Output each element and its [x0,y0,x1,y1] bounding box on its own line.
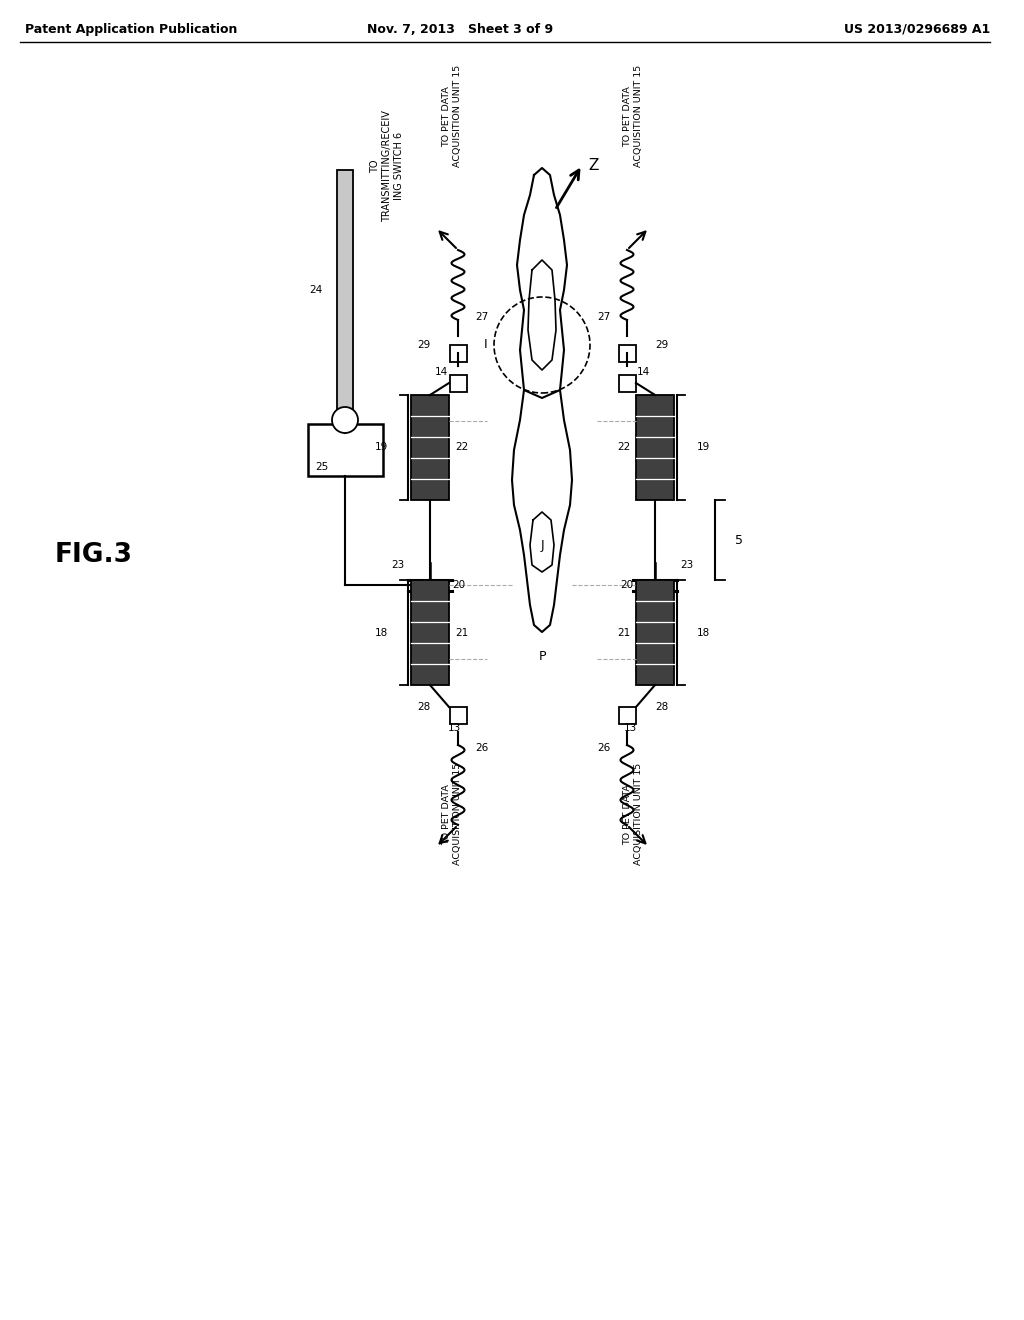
Text: 23: 23 [680,560,693,570]
Text: 24: 24 [309,285,323,294]
Text: US 2013/0296689 A1: US 2013/0296689 A1 [844,22,990,36]
Text: 27: 27 [475,312,488,322]
Text: Nov. 7, 2013   Sheet 3 of 9: Nov. 7, 2013 Sheet 3 of 9 [367,22,553,36]
Text: 21: 21 [616,627,630,638]
Text: TO PET DATA
ACQUISITION UNIT 15: TO PET DATA ACQUISITION UNIT 15 [442,65,462,168]
Bar [411,579,449,685]
Bar [618,345,636,362]
Text: Z: Z [588,157,598,173]
Text: J: J [541,539,544,552]
Bar [618,375,636,392]
Text: 27: 27 [597,312,610,322]
Text: 28: 28 [417,702,430,711]
Text: 18: 18 [375,627,388,638]
Text: 28: 28 [655,702,669,711]
Text: 13: 13 [447,723,461,733]
Text: 13: 13 [624,723,637,733]
Bar [450,375,467,392]
Bar [618,706,636,723]
Text: 5: 5 [735,533,743,546]
Bar [636,395,674,500]
Text: 14: 14 [637,367,650,378]
Text: 19: 19 [375,442,388,453]
Bar [411,395,449,500]
Bar [307,424,383,477]
Bar [450,706,467,723]
Bar [450,345,467,362]
Text: 19: 19 [697,442,711,453]
Text: 23: 23 [392,560,406,570]
Text: 14: 14 [435,367,447,378]
Text: 26: 26 [597,743,610,752]
Text: TO PET DATA
ACQUISITION UNIT 15: TO PET DATA ACQUISITION UNIT 15 [624,65,643,168]
Text: 29: 29 [417,341,430,350]
Text: TO PET DATA
ACQUISITION UNIT 15: TO PET DATA ACQUISITION UNIT 15 [442,763,462,865]
Text: 22: 22 [455,442,468,453]
Text: 29: 29 [655,341,669,350]
Text: P: P [539,649,546,663]
Bar [337,170,353,420]
Text: 20: 20 [620,579,633,590]
Text: 25: 25 [315,462,329,473]
Text: 22: 22 [616,442,630,453]
Bar [636,579,674,685]
Text: 21: 21 [455,627,468,638]
Text: TO PET DATA
ACQUISITION UNIT 15: TO PET DATA ACQUISITION UNIT 15 [624,763,643,865]
Text: 26: 26 [475,743,488,752]
Circle shape [332,407,358,433]
Text: I: I [483,338,487,351]
Text: 18: 18 [697,627,711,638]
Text: TO
TRANSMITTING/RECEIV
ING SWITCH 6: TO TRANSMITTING/RECEIV ING SWITCH 6 [371,110,403,222]
Text: Patent Application Publication: Patent Application Publication [25,22,238,36]
Text: 20: 20 [452,579,465,590]
Text: FIG.3: FIG.3 [55,543,133,568]
